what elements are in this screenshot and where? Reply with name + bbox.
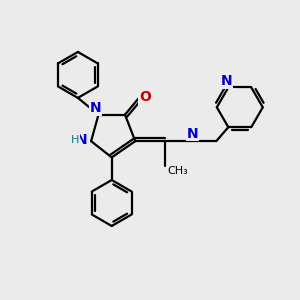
Text: N: N — [76, 133, 88, 147]
Text: N: N — [90, 101, 101, 115]
Text: N: N — [186, 127, 198, 141]
Text: N: N — [221, 74, 233, 88]
Text: CH₃: CH₃ — [168, 167, 188, 176]
Text: H: H — [71, 135, 79, 145]
Text: O: O — [139, 90, 151, 104]
